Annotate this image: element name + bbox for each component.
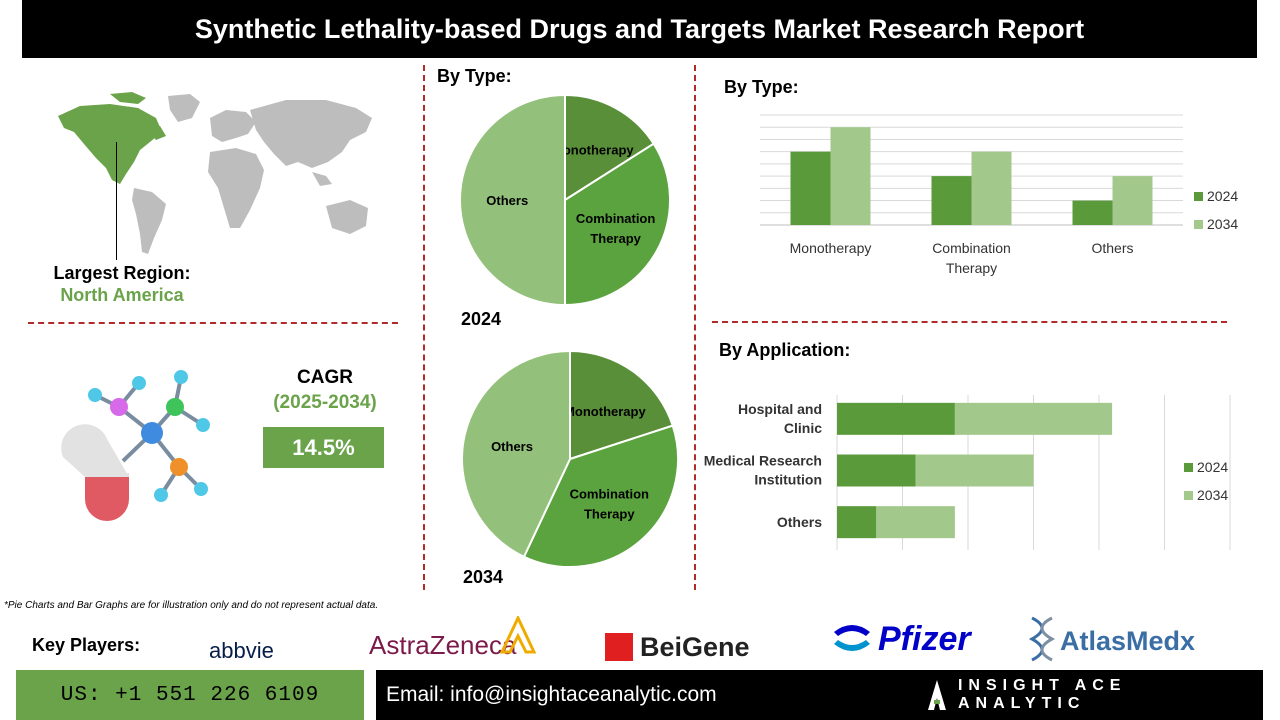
- page-title: Synthetic Lethality-based Drugs and Targ…: [22, 0, 1257, 58]
- legend-swatch-2034: [1184, 491, 1193, 500]
- pie-2034-year-label: 2034: [463, 567, 504, 587]
- pie-slice-label: Others: [486, 193, 528, 208]
- bar-2034-others: [876, 506, 955, 539]
- cagr-period: (2025-2034): [273, 392, 377, 413]
- bar-2024-others: [1072, 200, 1113, 225]
- pie-section-title: By Type:: [437, 66, 512, 86]
- region-value: North America: [60, 285, 184, 305]
- cagr-label: CAGR: [297, 367, 353, 388]
- pie-slice-label: Others: [491, 439, 533, 454]
- pie-slice-label: Combination Therapy: [570, 487, 649, 522]
- bar-2034-medical-research-institution: [915, 454, 1034, 487]
- logo-abbvie: abbvie: [209, 638, 274, 663]
- pie-chart-2034: Monotherapy Combination Therapy Others: [461, 349, 679, 568]
- pie-slice-others: [459, 93, 566, 307]
- pie-slice-others: [461, 349, 571, 559]
- bar-app-section-title: By Application:: [719, 340, 851, 360]
- pie-slice-monotherapy: [564, 93, 656, 202]
- legend-swatch-2024: [1184, 463, 1193, 472]
- bar-2034-others: [1112, 176, 1153, 225]
- brand-banner: INSIGHT ACE ANALYTIC: [918, 670, 1263, 720]
- bar-2024-combination-therapy: [931, 176, 972, 225]
- bar-2024-monotherapy: [790, 151, 831, 225]
- pie-slice-combination-therapy: [564, 142, 671, 307]
- region-pointer-line: [116, 142, 117, 260]
- pie-slice-label: Monotherapy: [564, 404, 646, 419]
- x-tick-label: Combination Therapy: [932, 240, 1011, 276]
- region-label: Largest Region:: [53, 263, 191, 283]
- astrazeneca-symbol-icon: [500, 616, 536, 654]
- divider-right: [694, 65, 696, 590]
- pie-chart-2024: Monotherapy Combination Therapy Others: [459, 93, 671, 307]
- x-tick-label: Others: [1091, 240, 1133, 256]
- molecule-capsule-icon: [61, 370, 210, 521]
- key-players-label: Key Players:: [32, 635, 141, 655]
- bar-2034-hospital-and-clinic: [954, 402, 1113, 435]
- bar-2024-others: [837, 506, 877, 539]
- legend-label-2024: 2024: [1197, 459, 1228, 475]
- footnote: *Pie Charts and Bar Graphs are for illus…: [4, 600, 379, 611]
- logo-astrazeneca: AstraZeneca: [369, 630, 517, 660]
- phone-number[interactable]: US: +1 551 226 6109: [16, 670, 364, 720]
- pie-slice-label: Monotherapy: [552, 142, 634, 157]
- legend-label-2034: 2034: [1207, 216, 1238, 232]
- bar-chart-by-type: Monotherapy Combination Therapy Others 2024 2…: [760, 114, 1238, 276]
- logo-atlasmedx: AtlasMedx: [1060, 626, 1196, 656]
- y-tick-label: Medical Research Institution: [704, 453, 822, 488]
- legend-swatch-2024: [1194, 192, 1203, 201]
- divider-left: [423, 65, 425, 590]
- legend-label-2034: 2034: [1197, 487, 1228, 503]
- pie-slice-label: Combination Therapy: [576, 211, 655, 246]
- bar-2034-monotherapy: [830, 127, 871, 225]
- brand-logo-icon: [927, 680, 946, 710]
- brand-name: INSIGHT ACE ANALYTIC: [957, 677, 1127, 712]
- legend-label-2024: 2024: [1207, 188, 1238, 204]
- atlasmedx-dna-icon: [1028, 616, 1056, 662]
- pfizer-symbol-icon: [834, 625, 870, 651]
- logo-pfizer: Pfizer: [878, 620, 971, 658]
- divider-region: [28, 322, 398, 324]
- x-tick-label: Monotherapy: [790, 240, 872, 256]
- world-map-icon: [58, 92, 372, 254]
- beigene-symbol-icon: [605, 633, 633, 661]
- bar-2024-hospital-and-clinic: [837, 402, 955, 435]
- pie-slice-combination-therapy: [522, 424, 679, 568]
- y-tick-label: Hospital and Clinic: [738, 401, 822, 436]
- logo-beigene: BeiGene: [640, 632, 750, 662]
- bar-2034-combination-therapy: [971, 151, 1012, 225]
- pie-slice-monotherapy: [569, 349, 674, 461]
- cagr-value: 14.5%: [263, 427, 384, 468]
- bar-2024-medical-research-institution: [837, 454, 916, 487]
- bar-chart-by-application: Hospital and Clinic Medical Research Instit…: [704, 395, 1231, 550]
- legend-swatch-2034: [1194, 220, 1203, 229]
- pie-2024-year-label: 2024: [461, 309, 502, 329]
- bar-type-section-title: By Type:: [724, 77, 799, 97]
- email-address[interactable]: Email: info@insightaceanalytic.com: [376, 670, 918, 720]
- y-tick-label: Others: [777, 514, 822, 530]
- divider-bars: [712, 321, 1227, 323]
